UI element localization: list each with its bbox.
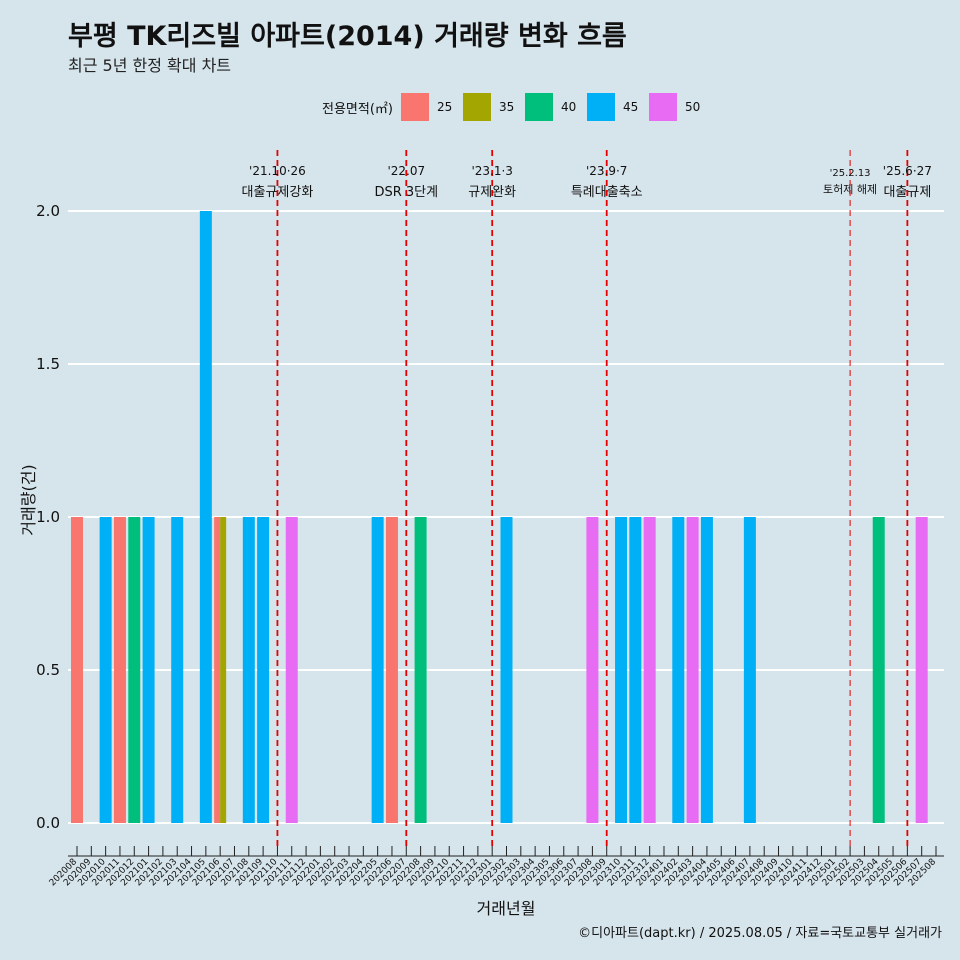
legend-item-25: 25 — [400, 93, 455, 121]
bar — [285, 517, 298, 823]
bar — [414, 517, 427, 823]
y-tick-label: 1.5 — [36, 355, 60, 373]
bar — [171, 517, 184, 823]
y-tick-label: 1.0 — [36, 508, 60, 526]
legend: 전용면적(㎡) 25 35 40 45 50 — [322, 93, 711, 121]
bar — [615, 517, 628, 823]
event-label: 토허제 해제 — [823, 182, 877, 196]
legend-swatch — [524, 93, 553, 121]
bar — [214, 517, 221, 823]
legend-swatch — [586, 93, 615, 121]
event-date-label: '23.1·3 — [471, 164, 512, 178]
legend-swatch — [648, 93, 677, 121]
event-label: 특례대출축소 — [571, 185, 643, 200]
legend-title: 전용면적(㎡) — [322, 101, 393, 117]
bar — [643, 517, 656, 823]
event-label: 대출규제 — [883, 185, 931, 200]
bar — [743, 517, 756, 823]
y-tick-label: 0.0 — [36, 814, 60, 832]
bar — [629, 517, 642, 823]
bar — [371, 517, 384, 823]
bar — [700, 517, 713, 823]
bar — [500, 517, 513, 823]
bar — [71, 517, 83, 823]
legend-label: 50 — [684, 100, 701, 114]
bar — [99, 517, 112, 823]
legend-item-40: 40 — [524, 93, 579, 121]
bar — [142, 517, 155, 823]
legend-item-35: 35 — [462, 93, 517, 121]
event-date-label: '25.2.13 — [830, 168, 871, 179]
bar — [242, 517, 255, 823]
bar — [128, 517, 141, 823]
x-axis-title: 거래년월 — [477, 899, 536, 918]
bar — [199, 211, 212, 823]
chart-title: 부평 TK리즈빌 아파트(2014) 거래량 변화 흐름 — [68, 21, 627, 52]
legend-label: 25 — [436, 100, 453, 114]
bar — [385, 517, 398, 823]
event-date-label: '25.6·27 — [883, 164, 932, 178]
event-label: 규제완화 — [468, 185, 516, 200]
y-tick-label: 0.5 — [36, 661, 60, 679]
legend-item-50: 50 — [648, 93, 703, 121]
event-label: DSR 3단계 — [374, 185, 438, 200]
bar — [672, 517, 685, 823]
bar — [257, 517, 270, 823]
legend-swatch — [462, 93, 491, 121]
bar — [872, 517, 885, 823]
y-tick-label: 2.0 — [36, 202, 60, 220]
legend-label: 45 — [622, 100, 639, 114]
y-axis-title: 거래량(건) — [19, 464, 38, 535]
legend-item-45: 45 — [586, 93, 641, 121]
chart-subtitle: 최근 5년 한정 확대 차트 — [68, 56, 232, 75]
event-date-label: '22.07 — [387, 164, 425, 178]
bar — [915, 517, 928, 823]
bar — [113, 517, 126, 823]
bar — [686, 517, 699, 823]
source-caption: ©디아파트(dapt.kr) / 2025.08.05 / 자료=국토교통부 실… — [578, 926, 942, 941]
legend-label: 40 — [560, 100, 577, 114]
legend-swatch — [400, 93, 429, 121]
bar — [586, 517, 599, 823]
event-date-label: '21.10·26 — [249, 164, 306, 178]
event-label: 대출규제강화 — [242, 185, 314, 200]
bar — [220, 517, 227, 823]
legend-label: 35 — [498, 100, 515, 114]
event-date-label: '23.9·7 — [586, 164, 627, 178]
